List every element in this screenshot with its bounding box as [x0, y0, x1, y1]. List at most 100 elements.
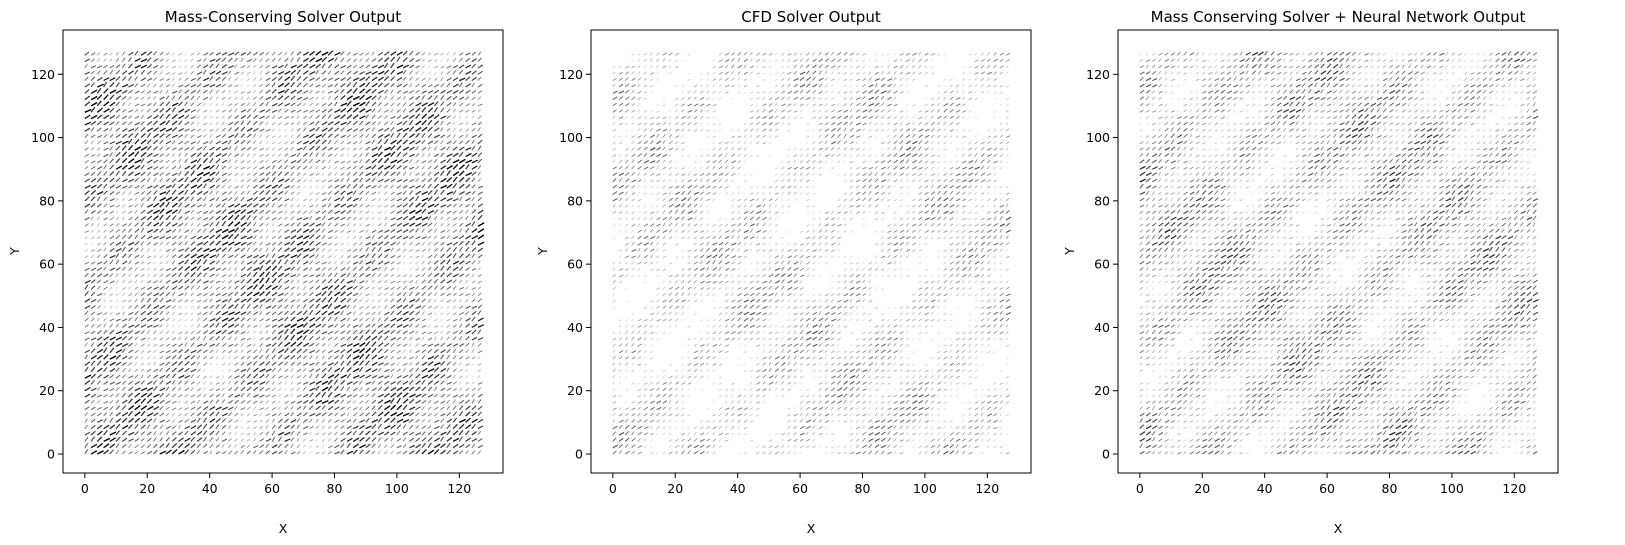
- quiver-arrow: [277, 272, 285, 278]
- quiver-arrow: [434, 65, 439, 69]
- quiver-arrow: [421, 242, 425, 246]
- quiver-arrow: [284, 450, 288, 455]
- quiver-arrow: [377, 134, 384, 139]
- quiver-arrow: [440, 236, 446, 240]
- quiver-arrow: [271, 76, 277, 82]
- quiver-arrow: [321, 146, 327, 151]
- quiver-arrow: [147, 77, 153, 82]
- quiver-arrow: [415, 185, 421, 189]
- quiver-arrow: [321, 70, 327, 75]
- quiver-arrow: [377, 241, 384, 246]
- quiver-arrow: [271, 51, 276, 56]
- quiver-arrow: [668, 185, 674, 189]
- quiver-arrow: [128, 451, 133, 455]
- quiver-arrow: [134, 247, 139, 252]
- quiver-arrow: [458, 387, 462, 391]
- quiver-arrow: [315, 432, 320, 436]
- quiver-arrow: [271, 304, 277, 309]
- quiver-arrow: [184, 419, 189, 423]
- quiver-arrow: [390, 280, 396, 284]
- quiver-arrow: [234, 120, 239, 126]
- quiver-arrow: [159, 159, 164, 164]
- quiver-arrow: [309, 432, 312, 436]
- quiver-arrow: [140, 164, 145, 170]
- quiver-arrow: [465, 381, 469, 385]
- quiver-arrow: [699, 300, 703, 303]
- quiver-arrow: [434, 134, 440, 139]
- quiver-arrow: [265, 159, 269, 164]
- quiver-arrow: [97, 140, 101, 145]
- quiver-arrow: [459, 393, 464, 398]
- quiver-arrow: [140, 132, 146, 139]
- quiver-arrow: [96, 279, 102, 284]
- quiver-arrow: [296, 82, 302, 88]
- quiver-arrow: [452, 241, 459, 246]
- quiver-arrow: [459, 77, 466, 82]
- quiver-arrow: [234, 90, 238, 94]
- quiver-arrow: [452, 361, 457, 366]
- quiver-arrow: [228, 134, 235, 139]
- quiver-arrow: [365, 242, 372, 246]
- quiver-arrow: [103, 354, 109, 360]
- quiver-arrow: [452, 176, 458, 183]
- quiver-arrow: [365, 223, 371, 227]
- quiver-arrow: [296, 204, 301, 208]
- quiver-arrow: [612, 160, 615, 164]
- quiver-arrow: [465, 57, 471, 63]
- quiver-arrow: [259, 254, 265, 259]
- quiver-arrow: [477, 222, 485, 227]
- quiver-arrow: [396, 411, 404, 417]
- quiver-arrow: [284, 375, 289, 379]
- quiver-arrow: [153, 362, 157, 366]
- quiver-arrow: [246, 426, 251, 430]
- quiver-arrow: [253, 108, 257, 113]
- quiver-arrow: [253, 355, 258, 360]
- quiver-arrow: [84, 95, 91, 101]
- quiver-arrow: [165, 437, 170, 442]
- quiver-arrow: [675, 191, 681, 195]
- quiver-arrow: [427, 386, 433, 392]
- quiver-arrow: [121, 216, 125, 221]
- quiver-arrow: [159, 343, 164, 347]
- quiver-arrow: [240, 303, 245, 309]
- quiver-arrow: [134, 411, 141, 417]
- quiver-arrow: [190, 266, 197, 272]
- quiver-arrow: [259, 58, 263, 62]
- quiver-arrow: [693, 178, 698, 183]
- quiver-arrow: [221, 209, 227, 214]
- quiver-arrow: [153, 379, 157, 385]
- quiver-arrow: [699, 273, 704, 278]
- quiver-arrow: [459, 115, 462, 119]
- quiver-arrow: [446, 336, 450, 341]
- quiver-arrow: [153, 248, 157, 252]
- quiver-arrow: [384, 109, 389, 113]
- quiver-arrow: [346, 373, 351, 379]
- quiver-arrow: [427, 59, 432, 62]
- quiver-arrow: [209, 437, 214, 442]
- quiver-arrow: [296, 247, 304, 253]
- quiver-arrow: [452, 171, 460, 177]
- quiver-arrow: [465, 443, 471, 449]
- quiver-arrow: [202, 423, 208, 430]
- quiver-arrow: [190, 170, 195, 176]
- quiver-arrow: [384, 184, 388, 189]
- quiver-arrow: [253, 84, 257, 88]
- quiver-arrow: [209, 279, 214, 284]
- quiver-arrow: [309, 445, 312, 448]
- quiver-arrow: [215, 388, 221, 392]
- quiver-arrow: [662, 229, 668, 233]
- quiver-arrow: [209, 96, 213, 100]
- quiver-arrow: [153, 146, 158, 151]
- quiver-arrow: [246, 420, 251, 423]
- quiver-arrow: [427, 119, 433, 126]
- quiver-arrow: [662, 393, 666, 398]
- quiver-arrow: [228, 387, 233, 392]
- quiver-arrow: [171, 337, 177, 341]
- quiver-arrow: [90, 424, 96, 430]
- quiver-arrow: [265, 324, 270, 328]
- quiver-arrow: [184, 77, 189, 81]
- quiver-arrow: [415, 202, 421, 208]
- quiver-arrow: [365, 197, 369, 202]
- quiver-arrow: [178, 312, 183, 316]
- quiver-arrow: [103, 159, 108, 164]
